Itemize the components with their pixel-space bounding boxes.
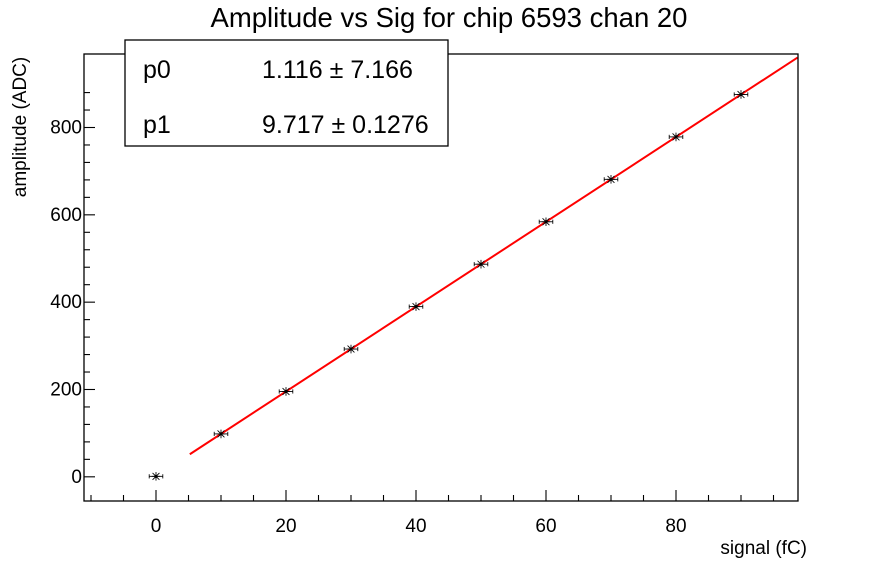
svg-text:signal (fC): signal (fC) — [720, 538, 807, 559]
svg-text:1.116 ± 7.166: 1.116 ± 7.166 — [262, 56, 413, 84]
svg-text:p1: p1 — [143, 111, 171, 139]
svg-text:20: 20 — [275, 516, 296, 537]
svg-text:80: 80 — [665, 516, 686, 537]
svg-text:40: 40 — [405, 516, 426, 537]
svg-text:0: 0 — [151, 516, 162, 537]
svg-text:800: 800 — [50, 118, 82, 139]
svg-text:600: 600 — [50, 205, 82, 226]
svg-text:0: 0 — [71, 467, 82, 488]
svg-text:Amplitude vs Sig for chip 6593: Amplitude vs Sig for chip 6593 chan 20 — [211, 2, 688, 33]
svg-text:p0: p0 — [143, 56, 171, 84]
svg-text:200: 200 — [50, 379, 82, 400]
svg-text:60: 60 — [535, 516, 556, 537]
svg-text:400: 400 — [50, 292, 82, 313]
svg-text:9.717 ± 0.1276: 9.717 ± 0.1276 — [262, 111, 429, 139]
svg-text:amplitude (ADC): amplitude (ADC) — [10, 57, 31, 197]
